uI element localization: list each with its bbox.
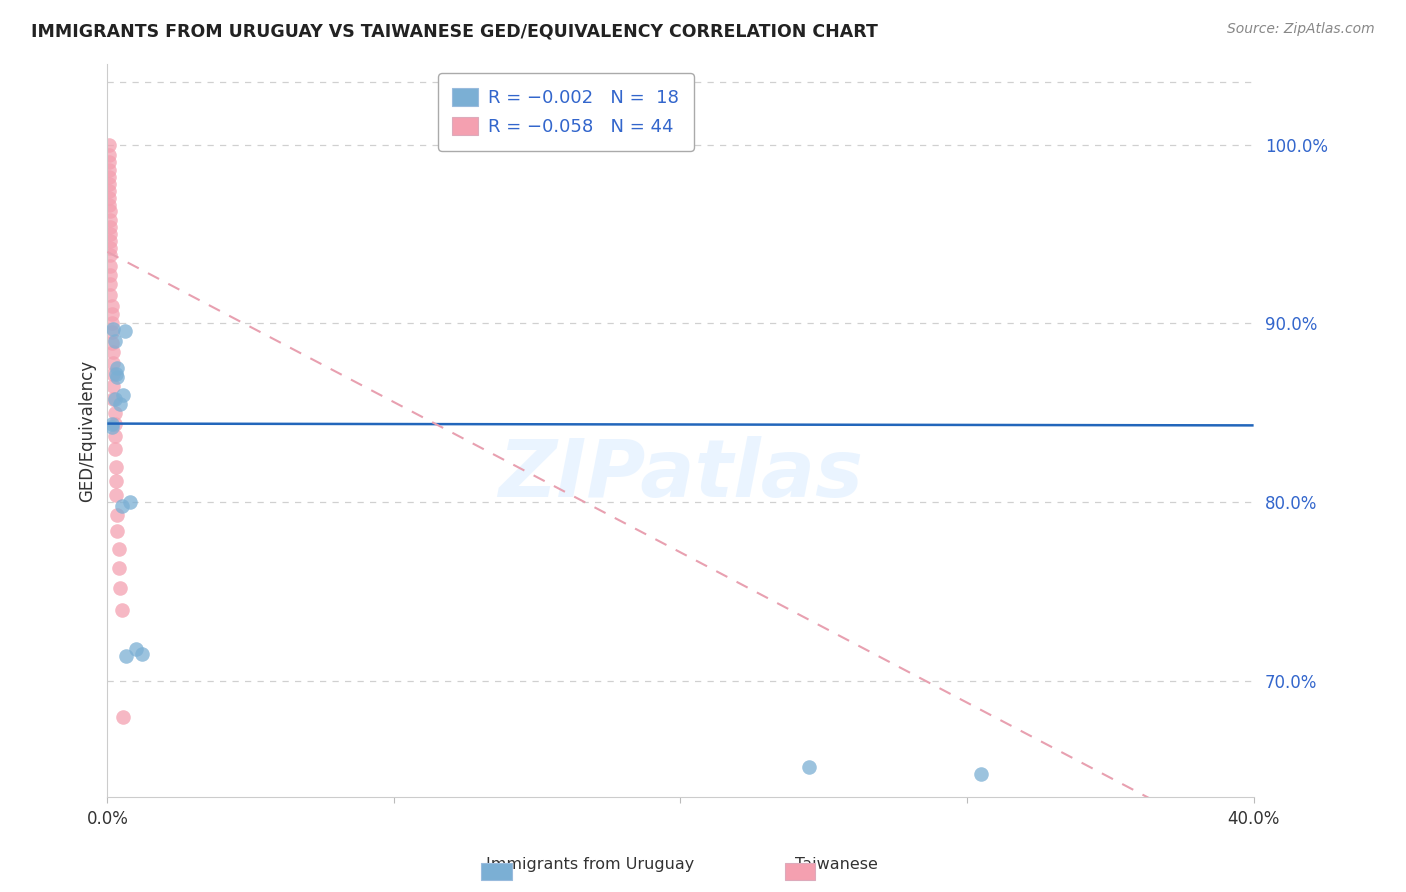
- Point: [98, 268, 121, 282]
- Point: [101, 367, 124, 381]
- Point: [104, 459, 127, 474]
- Point: [111, 499, 134, 513]
- Point: [100, 326, 122, 340]
- Point: [100, 299, 122, 313]
- Point: [98, 219, 121, 234]
- Point: [103, 392, 125, 406]
- Point: [103, 406, 125, 420]
- Point: [104, 367, 127, 381]
- Point: [100, 317, 122, 331]
- Text: IMMIGRANTS FROM URUGUAY VS TAIWANESE GED/EQUIVALENCY CORRELATION CHART: IMMIGRANTS FROM URUGUAY VS TAIWANESE GED…: [31, 22, 877, 40]
- Point: [110, 581, 132, 595]
- Point: [98, 203, 121, 218]
- Point: [112, 388, 135, 402]
- Point: [97, 155, 120, 169]
- Point: [98, 241, 121, 255]
- Point: [111, 602, 134, 616]
- Point: [107, 524, 129, 538]
- Point: [799, 760, 821, 774]
- Point: [120, 495, 142, 509]
- Point: [97, 184, 120, 198]
- Point: [112, 710, 135, 724]
- Point: [103, 442, 125, 456]
- Text: Immigrants from Uruguay: Immigrants from Uruguay: [486, 857, 695, 872]
- Point: [115, 649, 138, 664]
- Point: [125, 642, 148, 657]
- Point: [100, 336, 122, 351]
- Point: [110, 397, 132, 411]
- Point: [100, 420, 122, 434]
- Text: ZIPatlas: ZIPatlas: [498, 436, 863, 514]
- Point: [100, 417, 122, 431]
- Point: [108, 541, 131, 556]
- Point: [98, 248, 121, 262]
- Point: [98, 212, 121, 227]
- Point: [104, 474, 127, 488]
- Point: [100, 308, 122, 322]
- Point: [97, 162, 120, 177]
- Point: [107, 370, 129, 384]
- Point: [101, 392, 124, 406]
- Point: [103, 417, 125, 431]
- Point: [97, 169, 120, 184]
- Point: [97, 198, 120, 212]
- Point: [97, 148, 120, 162]
- Point: [98, 288, 121, 302]
- Point: [103, 429, 125, 443]
- Text: Source: ZipAtlas.com: Source: ZipAtlas.com: [1227, 22, 1375, 37]
- Point: [97, 137, 120, 152]
- Point: [101, 356, 124, 370]
- Text: Taiwanese: Taiwanese: [796, 857, 877, 872]
- Point: [101, 322, 124, 336]
- Legend: R = −0.002   N =  18, R = −0.058   N = 44: R = −0.002 N = 18, R = −0.058 N = 44: [437, 73, 693, 151]
- Point: [103, 334, 125, 349]
- Point: [97, 191, 120, 205]
- Point: [970, 767, 993, 781]
- Point: [101, 379, 124, 393]
- Point: [98, 234, 121, 248]
- Point: [108, 561, 131, 575]
- Point: [98, 259, 121, 273]
- Point: [131, 648, 153, 662]
- Point: [107, 508, 129, 522]
- Point: [97, 177, 120, 191]
- Point: [101, 345, 124, 359]
- Point: [104, 488, 127, 502]
- Point: [107, 361, 129, 376]
- Point: [114, 324, 136, 338]
- Point: [98, 227, 121, 241]
- Y-axis label: GED/Equivalency: GED/Equivalency: [79, 359, 96, 502]
- Point: [98, 277, 121, 291]
